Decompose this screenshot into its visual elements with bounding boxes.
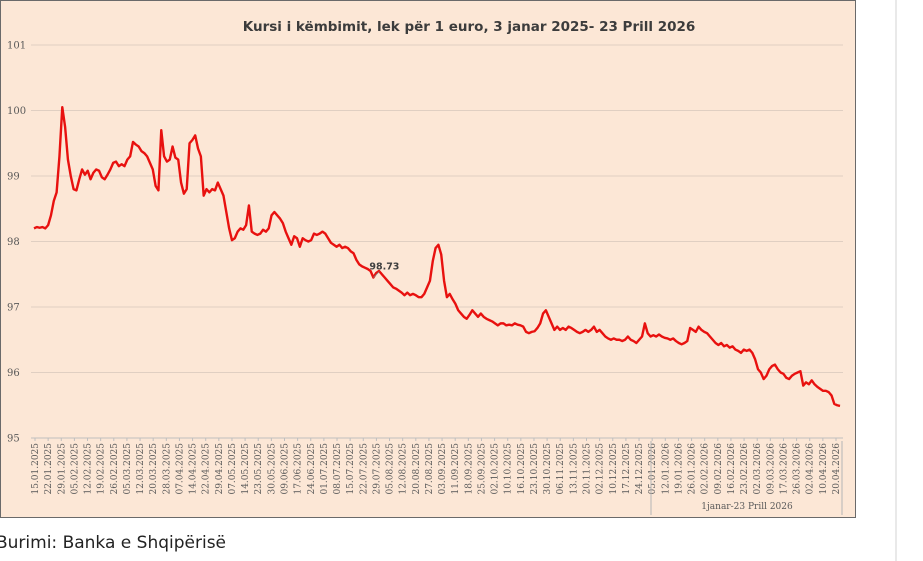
x-tick-label: 16.10.2025 (517, 443, 527, 495)
x-tick-label: 25.09.2025 (477, 443, 487, 495)
x-tick-label: 02.10.2025 (491, 443, 501, 495)
x-tick-label: 20.11.2025 (583, 443, 593, 495)
x-tick-label: 20.04.2026 (832, 443, 842, 495)
x-tick-label: 23.02.2026 (740, 443, 750, 495)
x-tick-label: 27.08.2025 (425, 443, 435, 495)
x-tick-label: 02.12.2025 (596, 443, 606, 495)
x-tick-label: 14.04.2025 (189, 443, 199, 495)
y-tick-label: 98 (7, 237, 20, 248)
x-tick-label: 18.09.2025 (464, 443, 474, 495)
x-tick-label: 23.05.2025 (254, 443, 264, 495)
x-tick-label: 30.10.2025 (543, 443, 553, 495)
y-axis-ticks: 95 96 97 98 99 100 101 (7, 41, 26, 445)
x-tick-label: 15.07.2025 (346, 443, 356, 495)
x-tick-label: 05.03.2025 (123, 443, 133, 495)
x-tick-label: 02.03.2026 (753, 443, 763, 495)
x-tick-label: 05.08.2025 (386, 443, 396, 495)
x-tick-label: 08.07.2025 (333, 443, 343, 495)
x-tick-label: 22.07.2025 (359, 443, 369, 495)
x-tick-label: 10.12.2025 (609, 443, 619, 495)
x-tick-label: 07.04.2025 (175, 443, 185, 495)
x-tick-label: 06.11.2025 (556, 443, 566, 495)
x-tick-label: 19.02.2025 (97, 443, 107, 495)
x-tick-label: 10.10.2025 (504, 443, 514, 495)
data-label-leader (373, 271, 380, 278)
x-tick-label: 17.12.2025 (622, 443, 632, 495)
x-tick-label: 24.12.2025 (635, 443, 645, 495)
x-tick-label: 12.02.2025 (84, 443, 94, 495)
x-tick-label: 22.04.2025 (202, 443, 212, 495)
y-tick-label: 97 (7, 303, 20, 314)
x-tick-label: 24.06.2025 (307, 443, 317, 495)
series-line (33, 106, 841, 408)
x-tick-label: 20.08.2025 (412, 443, 422, 495)
x-tick-label: 15.01.2025 (31, 443, 41, 495)
x-tick-label: 05.02.2025 (70, 443, 80, 495)
x-tick-label: 09.06.2025 (280, 443, 290, 495)
y-tick-label: 95 (7, 434, 20, 445)
x-tick-label: 02.04.2026 (806, 443, 816, 495)
x-tick-label: 26.03.2026 (793, 443, 803, 495)
x-tick-label: 30.05.2025 (267, 443, 277, 495)
x-tick-label: 29.07.2025 (372, 443, 382, 495)
x-tick-label: 05.01.2026 (648, 443, 658, 495)
x-tick-label: 16.02.2026 (727, 443, 737, 495)
x-tick-label: 26.01.2026 (688, 443, 698, 495)
x-tick-label: 09.02.2026 (714, 443, 724, 495)
x-tick-label: 02.02.2026 (701, 443, 711, 495)
x-tick-label: 12.03.2025 (136, 443, 146, 495)
chart-title: Kursi i këmbimit, lek për 1 euro, 3 jana… (243, 19, 696, 35)
y-tick-label: 101 (7, 41, 26, 52)
x-tick-label: 17.06.2025 (294, 443, 304, 495)
data-labels: 98.7395.49 (369, 262, 399, 278)
x-tick-label: 19.01.2026 (674, 443, 684, 495)
x-tick-label: 14.05.2025 (241, 443, 251, 495)
x-tick-label: 09.03.2026 (766, 443, 776, 495)
period-label: 1janar-23 Prill 2026 (701, 502, 793, 512)
x-tick-label: 29.04.2025 (215, 443, 225, 495)
x-tick-label: 12.08.2025 (399, 443, 409, 495)
series-layer (33, 106, 841, 408)
page-divider (895, 0, 897, 561)
x-axis-ticks: 15.01.2025 22.01.2025 29.01.2025 05.02.2025… (31, 438, 842, 495)
x-tick-label: 11.09.2025 (451, 443, 461, 495)
x-tick-label: 03.09.2025 (438, 443, 448, 495)
y-tick-label: 100 (7, 106, 26, 117)
x-tick-label: 28.03.2025 (162, 443, 172, 495)
x-tick-label: 13.11.2025 (569, 443, 579, 495)
x-tick-label: 23.10.2025 (530, 443, 540, 495)
x-tick-label: 22.01.2025 (44, 443, 54, 495)
data-label: 98.73 (369, 262, 399, 273)
y-tick-label: 99 (7, 172, 20, 183)
x-tick-label: 10.04.2026 (819, 443, 829, 495)
x-tick-label: 01.07.2025 (320, 443, 330, 495)
x-tick-label: 29.01.2025 (57, 443, 67, 495)
grid-layer (31, 44, 843, 439)
x-tick-label: 07.05.2025 (228, 443, 238, 495)
x-tick-label: 12.01.2026 (661, 443, 671, 495)
source-caption: Burimi: Banka e Shqipërisë (0, 533, 227, 553)
x-tick-label: 26.02.2025 (110, 443, 120, 495)
x-tick-label: 20.03.2025 (149, 443, 159, 495)
x-tick-label: 17.03.2026 (779, 443, 789, 495)
chart-frame: Kursi i këmbimit, lek për 1 euro, 3 jana… (0, 0, 856, 518)
y-tick-label: 96 (7, 368, 20, 379)
chart-svg: Kursi i këmbimit, lek për 1 euro, 3 jana… (7, 19, 843, 515)
